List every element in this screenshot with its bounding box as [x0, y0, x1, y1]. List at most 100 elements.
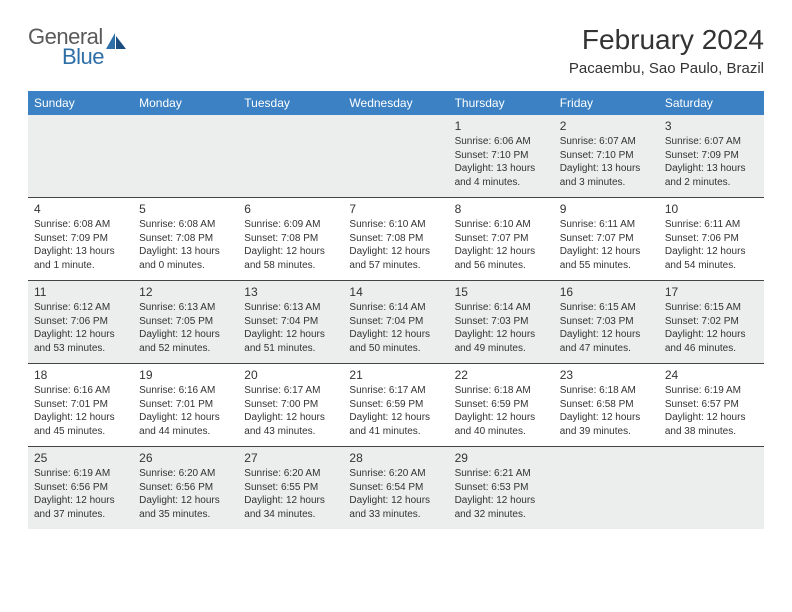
day-number: 1 — [455, 119, 548, 133]
day-cell: 15 Sunrise: 6:14 AMSunset: 7:03 PMDayligh… — [449, 281, 554, 363]
day-details: Sunrise: 6:20 AMSunset: 6:55 PMDaylight:… — [244, 467, 337, 521]
day-cell: 1 Sunrise: 6:06 AMSunset: 7:10 PMDaylight… — [449, 115, 554, 197]
day-cell-empty — [343, 115, 448, 197]
day-details: Sunrise: 6:15 AMSunset: 7:03 PMDaylight:… — [560, 301, 653, 355]
day-details: Sunrise: 6:16 AMSunset: 7:01 PMDaylight:… — [139, 384, 232, 438]
day-details: Sunrise: 6:19 AMSunset: 6:57 PMDaylight:… — [665, 384, 758, 438]
day-number: 18 — [34, 368, 127, 382]
logo: GeneralBlue — [28, 24, 127, 70]
day-number: 12 — [139, 285, 232, 299]
week-row: 4 Sunrise: 6:08 AMSunset: 7:09 PMDaylight… — [28, 198, 764, 281]
day-cell: 19 Sunrise: 6:16 AMSunset: 7:01 PMDayligh… — [133, 364, 238, 446]
day-cell: 11 Sunrise: 6:12 AMSunset: 7:06 PMDayligh… — [28, 281, 133, 363]
day-details: Sunrise: 6:20 AMSunset: 6:56 PMDaylight:… — [139, 467, 232, 521]
day-cell: 10 Sunrise: 6:11 AMSunset: 7:06 PMDayligh… — [659, 198, 764, 280]
day-cell: 18 Sunrise: 6:16 AMSunset: 7:01 PMDayligh… — [28, 364, 133, 446]
day-cell: 12 Sunrise: 6:13 AMSunset: 7:05 PMDayligh… — [133, 281, 238, 363]
day-number: 3 — [665, 119, 758, 133]
day-cell: 16 Sunrise: 6:15 AMSunset: 7:03 PMDayligh… — [554, 281, 659, 363]
day-details: Sunrise: 6:13 AMSunset: 7:05 PMDaylight:… — [139, 301, 232, 355]
day-cell: 25 Sunrise: 6:19 AMSunset: 6:56 PMDayligh… — [28, 447, 133, 529]
day-number: 8 — [455, 202, 548, 216]
day-cell-empty — [554, 447, 659, 529]
day-details: Sunrise: 6:17 AMSunset: 6:59 PMDaylight:… — [349, 384, 442, 438]
day-details: Sunrise: 6:16 AMSunset: 7:01 PMDaylight:… — [34, 384, 127, 438]
calendar-body: 1 Sunrise: 6:06 AMSunset: 7:10 PMDaylight… — [28, 115, 764, 529]
day-details: Sunrise: 6:14 AMSunset: 7:04 PMDaylight:… — [349, 301, 442, 355]
day-details: Sunrise: 6:08 AMSunset: 7:09 PMDaylight:… — [34, 218, 127, 272]
day-number: 11 — [34, 285, 127, 299]
day-number: 26 — [139, 451, 232, 465]
day-number: 9 — [560, 202, 653, 216]
day-cell: 23 Sunrise: 6:18 AMSunset: 6:58 PMDayligh… — [554, 364, 659, 446]
day-cell-empty — [28, 115, 133, 197]
day-number: 7 — [349, 202, 442, 216]
day-number: 4 — [34, 202, 127, 216]
day-number: 19 — [139, 368, 232, 382]
day-number: 29 — [455, 451, 548, 465]
title-block: February 2024 Pacaembu, Sao Paulo, Brazi… — [569, 24, 764, 77]
day-details: Sunrise: 6:10 AMSunset: 7:08 PMDaylight:… — [349, 218, 442, 272]
day-details: Sunrise: 6:20 AMSunset: 6:54 PMDaylight:… — [349, 467, 442, 521]
day-details: Sunrise: 6:21 AMSunset: 6:53 PMDaylight:… — [455, 467, 548, 521]
day-number: 17 — [665, 285, 758, 299]
day-number: 5 — [139, 202, 232, 216]
day-cell: 6Sunrise: 6:09 AMSunset: 7:08 PMDaylight… — [238, 198, 343, 280]
day-cell-empty — [133, 115, 238, 197]
weekday-thursday: Thursday — [449, 91, 554, 115]
day-cell: 20Sunrise: 6:17 AMSunset: 7:00 PMDayligh… — [238, 364, 343, 446]
day-cell: 17 Sunrise: 6:15 AMSunset: 7:02 PMDayligh… — [659, 281, 764, 363]
day-details: Sunrise: 6:09 AMSunset: 7:08 PMDaylight:… — [244, 218, 337, 272]
day-details: Sunrise: 6:10 AMSunset: 7:07 PMDaylight:… — [455, 218, 548, 272]
day-details: Sunrise: 6:11 AMSunset: 7:07 PMDaylight:… — [560, 218, 653, 272]
week-row: 11 Sunrise: 6:12 AMSunset: 7:06 PMDayligh… — [28, 281, 764, 364]
day-number: 25 — [34, 451, 127, 465]
day-cell: 28Sunrise: 6:20 AMSunset: 6:54 PMDayligh… — [343, 447, 448, 529]
day-number: 2 — [560, 119, 653, 133]
day-number: 27 — [244, 451, 337, 465]
day-details: Sunrise: 6:07 AMSunset: 7:09 PMDaylight:… — [665, 135, 758, 189]
day-number: 21 — [349, 368, 442, 382]
header: GeneralBlue February 2024 Pacaembu, Sao … — [28, 24, 764, 77]
day-number: 13 — [244, 285, 337, 299]
day-number: 10 — [665, 202, 758, 216]
day-cell: 26 Sunrise: 6:20 AMSunset: 6:56 PMDayligh… — [133, 447, 238, 529]
day-cell: 14 Sunrise: 6:14 AMSunset: 7:04 PMDayligh… — [343, 281, 448, 363]
day-cell: 4 Sunrise: 6:08 AMSunset: 7:09 PMDaylight… — [28, 198, 133, 280]
day-number: 15 — [455, 285, 548, 299]
day-details: Sunrise: 6:15 AMSunset: 7:02 PMDaylight:… — [665, 301, 758, 355]
weekday-wednesday: Wednesday — [343, 91, 448, 115]
weekday-friday: Friday — [554, 91, 659, 115]
day-cell: 22 Sunrise: 6:18 AMSunset: 6:59 PMDayligh… — [449, 364, 554, 446]
calendar: SundayMondayTuesdayWednesdayThursdayFrid… — [28, 91, 764, 529]
day-details: Sunrise: 6:19 AMSunset: 6:56 PMDaylight:… — [34, 467, 127, 521]
day-details: Sunrise: 6:13 AMSunset: 7:04 PMDaylight:… — [244, 301, 337, 355]
day-number: 16 — [560, 285, 653, 299]
day-details: Sunrise: 6:06 AMSunset: 7:10 PMDaylight:… — [455, 135, 548, 189]
day-number: 24 — [665, 368, 758, 382]
day-details: Sunrise: 6:07 AMSunset: 7:10 PMDaylight:… — [560, 135, 653, 189]
day-number: 14 — [349, 285, 442, 299]
day-cell: 27 Sunrise: 6:20 AMSunset: 6:55 PMDayligh… — [238, 447, 343, 529]
month-title: February 2024 — [569, 24, 764, 56]
day-details: Sunrise: 6:18 AMSunset: 6:58 PMDaylight:… — [560, 384, 653, 438]
weekday-header: SundayMondayTuesdayWednesdayThursdayFrid… — [28, 91, 764, 115]
week-row: 18 Sunrise: 6:16 AMSunset: 7:01 PMDayligh… — [28, 364, 764, 447]
day-details: Sunrise: 6:14 AMSunset: 7:03 PMDaylight:… — [455, 301, 548, 355]
day-cell: 13 Sunrise: 6:13 AMSunset: 7:04 PMDayligh… — [238, 281, 343, 363]
day-cell-empty — [659, 447, 764, 529]
day-cell-empty — [238, 115, 343, 197]
day-cell: 5Sunrise: 6:08 AMSunset: 7:08 PMDaylight… — [133, 198, 238, 280]
day-details: Sunrise: 6:18 AMSunset: 6:59 PMDaylight:… — [455, 384, 548, 438]
day-number: 23 — [560, 368, 653, 382]
day-number: 22 — [455, 368, 548, 382]
day-cell: 2 Sunrise: 6:07 AMSunset: 7:10 PMDaylight… — [554, 115, 659, 197]
weekday-tuesday: Tuesday — [238, 91, 343, 115]
weekday-monday: Monday — [133, 91, 238, 115]
day-cell: 21 Sunrise: 6:17 AMSunset: 6:59 PMDayligh… — [343, 364, 448, 446]
day-number: 20 — [244, 368, 337, 382]
day-details: Sunrise: 6:11 AMSunset: 7:06 PMDaylight:… — [665, 218, 758, 272]
day-cell: 8 Sunrise: 6:10 AMSunset: 7:07 PMDaylight… — [449, 198, 554, 280]
day-details: Sunrise: 6:12 AMSunset: 7:06 PMDaylight:… — [34, 301, 127, 355]
weekday-saturday: Saturday — [659, 91, 764, 115]
